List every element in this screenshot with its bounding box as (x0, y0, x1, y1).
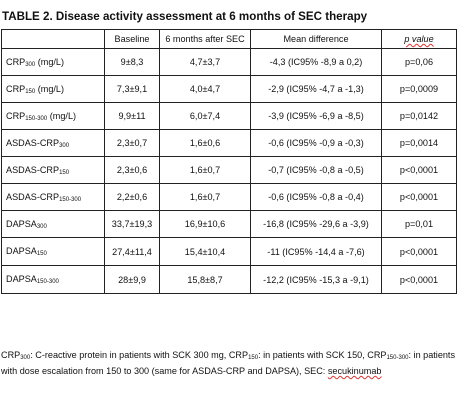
row-label: CRP150 (mg/L) (1, 75, 105, 103)
row-label: ASDAS-CRP300 (1, 129, 105, 157)
cell-6-months: 15,4±10,4 (159, 237, 251, 266)
table-row: CRP150 (mg/L) 7,3±9,1 4,0±4,7 -2,9 (IC95% -… (1, 75, 457, 103)
header-p-value: p value (381, 29, 457, 49)
cell-baseline: 27,4±11,4 (104, 237, 160, 266)
header-row: Baseline 6 months after SEC Mean differe… (1, 29, 457, 49)
cell-baseline: 7,3±9,1 (104, 75, 160, 103)
disease-activity-table: Baseline 6 months after SEC Mean differe… (1, 29, 457, 294)
header-6-months: 6 months after SEC (159, 29, 251, 49)
cell-baseline: 2,3±0,6 (104, 156, 160, 184)
table-row: DAPSA300 33,7±19,3 16,9±10,6 -16,8 (IC95% -… (1, 210, 457, 238)
cell-mean-difference: -4,3 (IC95% -8,9 a 0,2) (250, 48, 382, 76)
cell-6-months: 1,6±0,7 (159, 156, 251, 184)
cell-mean-difference: -0,7 (IC95% -0,8 a -0,5) (250, 156, 382, 184)
cell-6-months: 1,6±0,6 (159, 129, 251, 157)
cell-p-value: p<0,0001 (381, 156, 457, 184)
cell-baseline: 9±8,3 (104, 48, 160, 76)
cell-6-months: 6,0±7,4 (159, 102, 251, 130)
cell-mean-difference: -16,8 (IC95% -29,6 a -3,9) (250, 210, 382, 238)
row-label: CRP150-300 (mg/L) (1, 102, 105, 130)
table-row: DAPSA150-300 28±9,9 15,8±8,7 -12,2 (IC95% -… (1, 265, 457, 294)
row-label: ASDAS-CRP150 (1, 156, 105, 184)
cell-mean-difference: -12,2 (IC95% -15,3 a -9,1) (250, 265, 382, 294)
cell-mean-difference: -2,9 (IC95% -4,7 a -1,3) (250, 75, 382, 103)
cell-baseline: 33,7±19,3 (104, 210, 160, 238)
cell-p-value: p=0,01 (381, 210, 457, 238)
cell-p-value: p=0,06 (381, 48, 457, 76)
row-label: CRP300 (mg/L) (1, 48, 105, 76)
cell-6-months: 4,0±4,7 (159, 75, 251, 103)
cell-p-value: p<0,0001 (381, 183, 457, 211)
cell-mean-difference: -0,6 (IC95% -0,9 a -0,3) (250, 129, 382, 157)
cell-mean-difference: -0,6 (IC95% -0,8 a -0,4) (250, 183, 382, 211)
table-row: ASDAS-CRP150 2,3±0,6 1,6±0,7 -0,7 (IC95% -0… (1, 156, 457, 184)
header-mean-difference: Mean difference (250, 29, 382, 49)
row-label: ASDAS-CRP150-300 (1, 183, 105, 211)
table-row: CRP300 (mg/L) 9±8,3 4,7±3,7 -4,3 (IC95% -8,… (1, 48, 457, 76)
cell-p-value: p<0,0001 (381, 265, 457, 294)
header-empty (1, 29, 105, 49)
cell-p-value: p<0,0001 (381, 237, 457, 266)
cell-mean-difference: -3,9 (IC95% -6,9 a -8,5) (250, 102, 382, 130)
cell-baseline: 28±9,9 (104, 265, 160, 294)
table-row: ASDAS-CRP300 2,3±0,7 1,6±0,6 -0,6 (IC95% -0… (1, 129, 457, 157)
cell-baseline: 9,9±11 (104, 102, 160, 130)
cell-6-months: 4,7±3,7 (159, 48, 251, 76)
cell-6-months: 1,6±0,7 (159, 183, 251, 211)
cell-p-value: p=0,0142 (381, 102, 457, 130)
cell-6-months: 16,9±10,6 (159, 210, 251, 238)
table-row: DAPSA150 27,4±11,4 15,4±10,4 -11 (IC95% -14… (1, 237, 457, 266)
cell-6-months: 15,8±8,7 (159, 265, 251, 294)
table-row: ASDAS-CRP150-300 2,2±0,6 1,6±0,7 -0,6 (IC95… (1, 183, 457, 211)
cell-baseline: 2,3±0,7 (104, 129, 160, 157)
table-footnote: CRP300: C-reactive protein in patients w… (1, 350, 456, 376)
row-label: DAPSA150 (1, 237, 105, 266)
row-label: DAPSA300 (1, 210, 105, 238)
cell-mean-difference: -11 (IC95% -14,4 a -7,6) (250, 237, 382, 266)
table-row: CRP150-300 (mg/L) 9,9±11 6,0±7,4 -3,9 (IC95… (1, 102, 457, 130)
row-label: DAPSA150-300 (1, 265, 105, 294)
table-title: TABLE 2. Disease activity assessment at … (2, 10, 368, 23)
header-baseline: Baseline (104, 29, 160, 49)
cell-baseline: 2,2±0,6 (104, 183, 160, 211)
cell-p-value: p=0,0014 (381, 129, 457, 157)
cell-p-value: p=0,0009 (381, 75, 457, 103)
